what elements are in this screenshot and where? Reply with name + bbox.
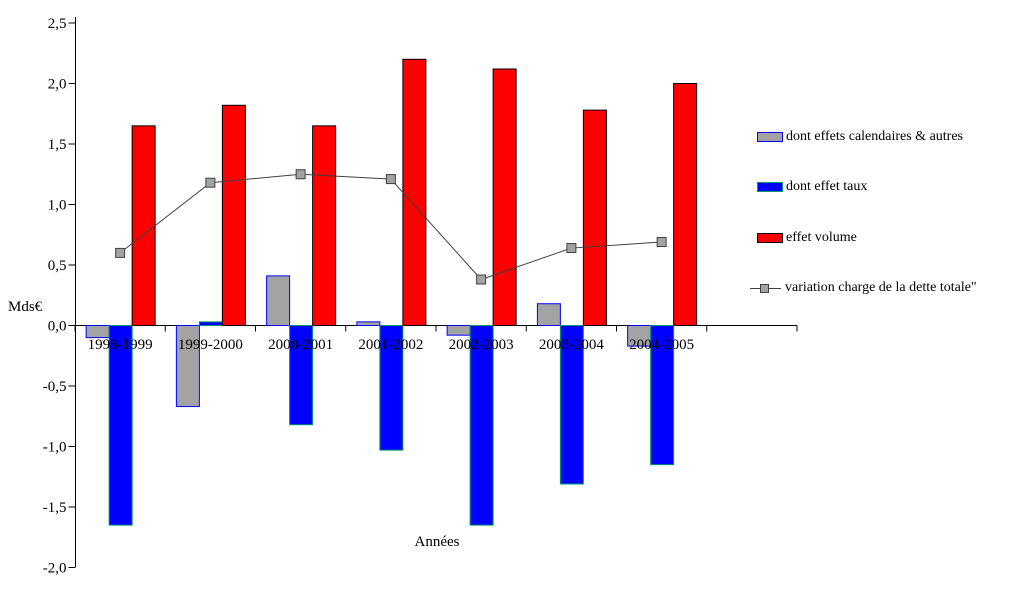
line-series-marker	[385, 174, 396, 185]
bar	[402, 58, 427, 327]
x-category-label: 1999-2000	[178, 337, 243, 353]
bar	[108, 325, 133, 526]
bar	[650, 325, 675, 466]
line-series-path	[119, 173, 662, 281]
bar	[221, 104, 246, 326]
x-category-label: 2003-2004	[539, 337, 604, 353]
bar	[469, 325, 494, 526]
line-series-marker	[656, 237, 667, 248]
line-series-marker	[566, 243, 577, 254]
bar	[492, 68, 517, 326]
line-series-marker	[115, 247, 126, 258]
bar	[175, 325, 200, 408]
bar	[85, 325, 110, 339]
x-category-label: 1998-1999	[88, 337, 153, 353]
x-category-label: 2001-2002	[358, 337, 423, 353]
bar	[536, 303, 561, 327]
y-tick-label: 0,5	[48, 258, 67, 274]
bar	[289, 325, 314, 426]
line-series-marker	[476, 274, 487, 285]
x-axis-title: Années	[414, 534, 460, 550]
bar	[379, 325, 404, 451]
x-category-label: 2002-2003	[449, 337, 514, 353]
y-tick-label: 2,5	[48, 16, 67, 32]
bar	[582, 109, 607, 327]
y-tick-label: 0,0	[48, 319, 67, 335]
line-series-marker	[295, 169, 306, 180]
y-tick-label: 1,5	[48, 137, 67, 153]
bar	[266, 275, 291, 327]
bar	[312, 125, 337, 326]
y-tick-label: -1,0	[43, 440, 67, 456]
y-axis-title: Mds€	[8, 299, 43, 315]
y-tick-label: 2,0	[48, 77, 67, 93]
bar	[131, 125, 156, 326]
bar	[559, 325, 584, 485]
y-tick-label: -1,5	[43, 500, 67, 516]
bar	[356, 321, 381, 326]
x-category-label: 2004-2005	[629, 337, 694, 353]
bar	[446, 325, 471, 336]
bar	[673, 83, 698, 326]
x-category-label: 2000-2001	[268, 337, 333, 353]
line-series-marker	[205, 177, 216, 188]
y-tick-label: 1,0	[48, 198, 67, 214]
y-tick-label: -2,0	[43, 561, 67, 577]
y-tick-label: -0,5	[43, 379, 67, 395]
bar	[198, 321, 223, 326]
